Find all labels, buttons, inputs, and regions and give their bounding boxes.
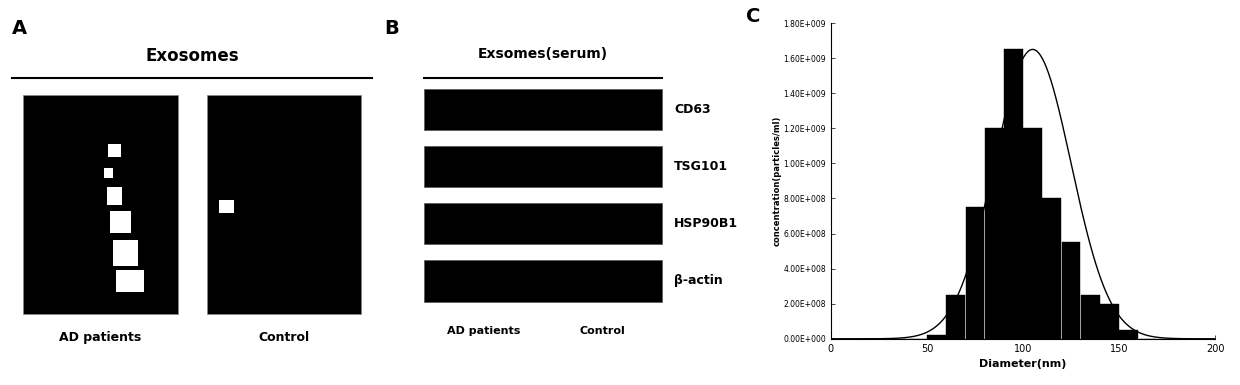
Text: Control: Control: [580, 326, 625, 336]
Bar: [1120, 330, 1138, 339]
Bar: [1081, 295, 1100, 339]
Bar: [424, 203, 662, 244]
Bar: [117, 270, 144, 292]
Bar: [966, 207, 985, 339]
Text: β-actin: β-actin: [675, 275, 723, 287]
Bar: [107, 187, 123, 205]
Text: B: B: [384, 19, 399, 38]
Text: Exosomes: Exosomes: [145, 47, 239, 65]
Bar: [928, 335, 946, 339]
Text: C: C: [746, 7, 760, 26]
Bar: [1023, 128, 1042, 339]
Bar: [1100, 304, 1118, 339]
Text: AD patients: AD patients: [446, 326, 521, 336]
Bar: [1004, 49, 1023, 339]
Bar: [110, 211, 131, 233]
Bar: [424, 146, 662, 187]
Bar: [207, 95, 361, 314]
Text: AD patients: AD patients: [60, 331, 141, 344]
Bar: [1043, 199, 1061, 339]
Bar: [985, 128, 1003, 339]
Text: HSP90B1: HSP90B1: [675, 217, 738, 230]
X-axis label: Diameter(nm): Diameter(nm): [980, 359, 1066, 369]
Text: A: A: [12, 19, 27, 38]
Bar: [108, 144, 120, 157]
Bar: [1061, 242, 1080, 339]
Text: CD63: CD63: [675, 103, 711, 116]
Bar: [424, 260, 662, 302]
Bar: [113, 239, 138, 266]
Text: Exsomes(serum): Exsomes(serum): [479, 47, 608, 61]
Bar: [946, 295, 965, 339]
Bar: [219, 200, 234, 213]
Y-axis label: concentration(particles/ml): concentration(particles/ml): [773, 116, 781, 246]
Bar: [424, 89, 662, 130]
Text: Control: Control: [258, 331, 310, 344]
Bar: [24, 95, 177, 314]
Text: TSG101: TSG101: [675, 160, 728, 173]
Bar: [104, 167, 113, 178]
